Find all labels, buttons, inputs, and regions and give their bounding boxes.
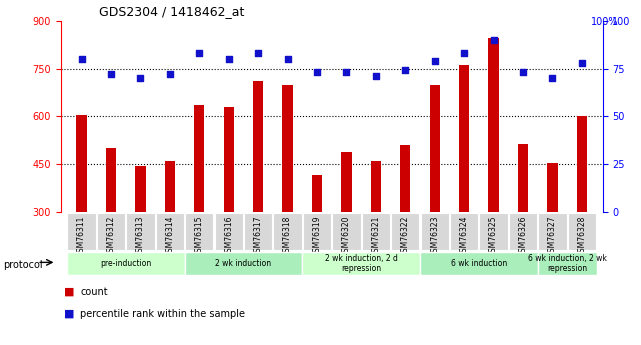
Text: count: count (80, 287, 108, 296)
Text: 6 wk induction, 2 wk
repression: 6 wk induction, 2 wk repression (528, 254, 606, 273)
Bar (518, 144, 528, 212)
Point (165, 71, 175, 77)
Text: percentile rank within the sample: percentile rank within the sample (80, 309, 245, 319)
Text: GSM76322: GSM76322 (401, 215, 410, 257)
Text: protocol: protocol (3, 260, 43, 269)
FancyBboxPatch shape (509, 213, 537, 250)
FancyBboxPatch shape (303, 213, 331, 250)
Point (224, 56, 234, 62)
FancyBboxPatch shape (479, 213, 508, 250)
Point (400, 68, 410, 73)
Point (283, 56, 293, 62)
FancyBboxPatch shape (420, 253, 538, 275)
Text: GSM76312: GSM76312 (106, 215, 115, 257)
FancyBboxPatch shape (244, 213, 272, 250)
Point (312, 70, 322, 75)
FancyBboxPatch shape (67, 253, 185, 275)
Text: GSM76325: GSM76325 (489, 215, 498, 257)
Point (429, 58, 440, 64)
Point (135, 76, 146, 81)
Text: GSM76317: GSM76317 (254, 215, 263, 257)
FancyBboxPatch shape (450, 213, 478, 250)
Point (194, 50, 204, 56)
Bar (253, 81, 263, 212)
Text: GSM76324: GSM76324 (460, 215, 469, 257)
FancyBboxPatch shape (215, 213, 243, 250)
FancyBboxPatch shape (185, 213, 213, 250)
FancyBboxPatch shape (362, 213, 390, 250)
Bar (135, 166, 146, 212)
Text: pre-induction: pre-induction (100, 259, 151, 268)
FancyBboxPatch shape (420, 213, 449, 250)
Text: 6 wk induction: 6 wk induction (451, 259, 507, 268)
FancyBboxPatch shape (332, 213, 361, 250)
Point (518, 70, 528, 75)
Text: GSM76327: GSM76327 (548, 215, 557, 257)
Bar (370, 161, 381, 212)
Point (547, 76, 558, 81)
Text: GSM76326: GSM76326 (519, 215, 528, 257)
Bar (577, 116, 587, 212)
FancyBboxPatch shape (156, 213, 184, 250)
Text: 100%: 100% (591, 17, 619, 27)
Text: GSM76319: GSM76319 (313, 215, 322, 257)
Text: GSM76315: GSM76315 (195, 215, 204, 257)
Text: 2 wk induction: 2 wk induction (215, 259, 272, 268)
Text: GSM76313: GSM76313 (136, 215, 145, 257)
Text: GDS2304 / 1418462_at: GDS2304 / 1418462_at (99, 5, 245, 18)
Point (488, 37, 499, 43)
FancyBboxPatch shape (185, 253, 303, 275)
Bar (547, 163, 558, 212)
Text: 2 wk induction, 2 d
repression: 2 wk induction, 2 d repression (325, 254, 397, 273)
Bar (400, 145, 410, 212)
FancyBboxPatch shape (274, 213, 302, 250)
FancyBboxPatch shape (568, 213, 596, 250)
Text: ■: ■ (64, 287, 74, 296)
Bar (194, 105, 204, 212)
Point (106, 71, 116, 77)
Bar (165, 161, 175, 212)
Bar (459, 66, 469, 212)
Point (370, 73, 381, 79)
Text: GSM76320: GSM76320 (342, 215, 351, 257)
Bar (283, 85, 293, 212)
Point (577, 60, 587, 66)
Text: ■: ■ (64, 309, 74, 319)
Bar (224, 107, 234, 212)
Point (253, 50, 263, 56)
Bar (488, 38, 499, 212)
Text: GSM76321: GSM76321 (371, 215, 380, 257)
Point (341, 70, 351, 75)
Text: GSM76323: GSM76323 (430, 215, 439, 257)
Bar (76, 115, 87, 212)
Text: GSM76314: GSM76314 (165, 215, 174, 257)
FancyBboxPatch shape (126, 213, 154, 250)
Text: GSM76328: GSM76328 (578, 215, 587, 257)
Text: GSM76311: GSM76311 (77, 215, 86, 257)
Point (76, 56, 87, 62)
FancyBboxPatch shape (538, 253, 597, 275)
FancyBboxPatch shape (391, 213, 419, 250)
Point (459, 50, 469, 56)
FancyBboxPatch shape (538, 213, 567, 250)
Text: GSM76318: GSM76318 (283, 215, 292, 257)
FancyBboxPatch shape (303, 253, 420, 275)
Bar (312, 176, 322, 212)
Bar (106, 148, 116, 212)
FancyBboxPatch shape (67, 213, 96, 250)
Bar (341, 151, 351, 212)
Text: GSM76316: GSM76316 (224, 215, 233, 257)
FancyBboxPatch shape (97, 213, 125, 250)
Bar (429, 85, 440, 212)
